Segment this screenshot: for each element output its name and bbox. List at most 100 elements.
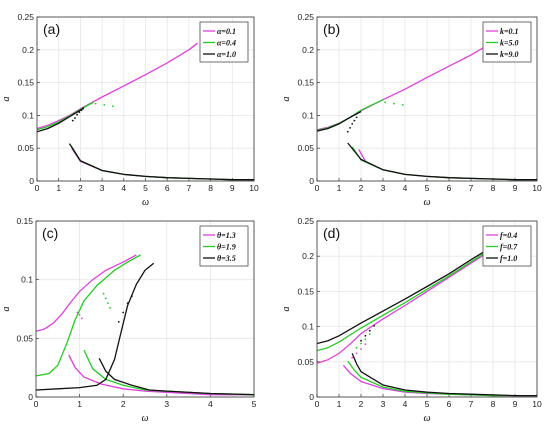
y-tick-label: 0.25 [297, 12, 314, 22]
x-tick-label: 2 [359, 183, 364, 193]
x-axis-label: ω [142, 197, 149, 208]
series-unstable-point-b-2 [346, 130, 349, 133]
series-upper-branch-d-1 [317, 240, 503, 352]
panel-d: 0 1 2 3 4 5 6 7 8 9 10 0 0.05 0.1 0.15 0.2 0.25 ω a (d) f=0.… [281, 216, 542, 424]
panel-label-c: (c) [42, 225, 58, 241]
x-tick-label: 0 [315, 183, 320, 193]
x-tick-label: 7 [469, 183, 474, 193]
series-unstable-point-d-1 [355, 346, 358, 349]
x-tick-label: 4 [403, 399, 408, 409]
x-tick-label: 10 [532, 183, 542, 193]
series-upper-branch-b-2 [317, 110, 362, 132]
x-tick-label: 2 [78, 183, 83, 193]
series-lower-branch-c-0 [68, 354, 254, 396]
legend-label-0: α=0.1 [217, 27, 236, 36]
series-upper-branch-d-2 [317, 239, 503, 345]
plot-frame-b [316, 16, 538, 182]
x-tick-label: 0 [35, 183, 40, 193]
series-unstable-point-a-2 [80, 109, 83, 112]
y-tick-label: 0.05 [16, 333, 33, 343]
series-unstable-point-a-1 [103, 104, 106, 106]
x-tick-label: 6 [447, 399, 452, 409]
series-unstable-point-d-0 [351, 356, 354, 359]
x-tick-label: 8 [491, 183, 496, 193]
x-tick-label: 1 [56, 183, 61, 193]
series-unstable-point-d-1 [364, 338, 367, 341]
x-tick-label: 6 [165, 183, 170, 193]
x-tick-label: 5 [425, 399, 430, 409]
plot-frame-a [36, 16, 255, 182]
x-tick-label: 5 [425, 183, 430, 193]
x-tick-label: 7 [469, 399, 474, 409]
series-upper-branch-c-0 [36, 254, 137, 332]
y-tick-label: 0.05 [297, 357, 314, 367]
plot-frame-d [316, 220, 538, 398]
y-tick-label: 0.1 [302, 110, 314, 120]
series-unstable-point-a-2 [76, 113, 78, 116]
plot-frame-c [35, 220, 255, 398]
legend-box [482, 225, 532, 267]
y-tick-label: 0.05 [17, 143, 34, 153]
legend-label-2: α=1.0 [217, 50, 236, 59]
y-tick-label: 0.15 [17, 78, 34, 88]
series-unstable-point-c-2 [117, 321, 120, 323]
series-unstable-point-d-2 [360, 339, 362, 342]
legend-label-2: f=1.0 [500, 254, 517, 263]
series-unstable-point-c-0 [78, 314, 81, 316]
x-tick-label: 1 [77, 399, 82, 409]
series-unstable-point-d-0 [360, 348, 362, 350]
series-unstable-point-b-1 [401, 104, 404, 106]
x-tick-label: 8 [491, 399, 496, 409]
legend-label-1: k=5.0 [500, 39, 519, 48]
series-unstable-point-b-2 [351, 123, 354, 125]
x-tick-label: 4 [403, 183, 408, 193]
y-tick-label: 0.25 [17, 12, 34, 22]
x-tick-label: 0 [315, 399, 320, 409]
series-upper-branch-a-0 [37, 42, 198, 130]
legend-label-1: α=0.4 [217, 39, 236, 48]
panel-label-b: (b) [323, 21, 340, 37]
x-tick-label: 2 [121, 399, 126, 409]
y-tick-label: 0.15 [297, 286, 314, 296]
x-tick-label: 3 [164, 399, 169, 409]
series-group-a [37, 42, 254, 181]
series-unstable-point-b-2 [355, 116, 358, 119]
series-unstable-point-d-0 [355, 352, 358, 355]
y-tick-label: 0 [28, 392, 33, 402]
x-tick-label: 10 [249, 183, 259, 193]
series-upper-branch-c-1 [36, 254, 141, 377]
x-tick-label: 3 [381, 399, 386, 409]
series-unstable-point-b-2 [353, 119, 356, 122]
x-tick-label: 6 [447, 183, 452, 193]
x-tick-label: 1 [337, 183, 342, 193]
series-lower-branch-c-2 [98, 358, 254, 396]
y-tick-label: 0.1 [22, 110, 34, 120]
series-unstable-point-d-1 [368, 333, 371, 336]
panel-label-d: (d) [323, 225, 340, 241]
y-axis-label: a [281, 97, 292, 102]
x-tick-label: 0 [34, 399, 39, 409]
y-tick-label: 0.25 [297, 216, 314, 226]
x-tick-label: 9 [230, 183, 235, 193]
y-tick-label: 0.1 [21, 275, 33, 285]
x-tick-label: 4 [208, 399, 213, 409]
series-unstable-point-c-2 [131, 295, 133, 297]
y-tick-label: 0 [309, 176, 314, 186]
x-tick-label: 9 [513, 183, 518, 193]
series-unstable-point-a-2 [82, 107, 84, 110]
series-unstable-point-d-2 [364, 334, 367, 337]
x-tick-label: 10 [532, 399, 542, 409]
legend-d: f=0.4 f=0.7 f=1.0 [482, 225, 532, 267]
y-tick-label: 0.05 [297, 143, 314, 153]
legend-label-0: k=0.1 [500, 27, 519, 36]
series-unstable-point-d-1 [360, 342, 362, 345]
y-tick-label: 0 [309, 392, 314, 402]
series-group-c [36, 254, 254, 396]
series-group-b [317, 34, 537, 181]
series-unstable-point-c-2 [122, 311, 125, 314]
series-unstable-point-d-2 [373, 325, 376, 327]
series-unstable-point-c-1 [104, 297, 107, 300]
x-tick-label: 4 [121, 183, 126, 193]
x-tick-label: 1 [337, 399, 342, 409]
legend-label-2: θ=3.5 [217, 254, 236, 263]
